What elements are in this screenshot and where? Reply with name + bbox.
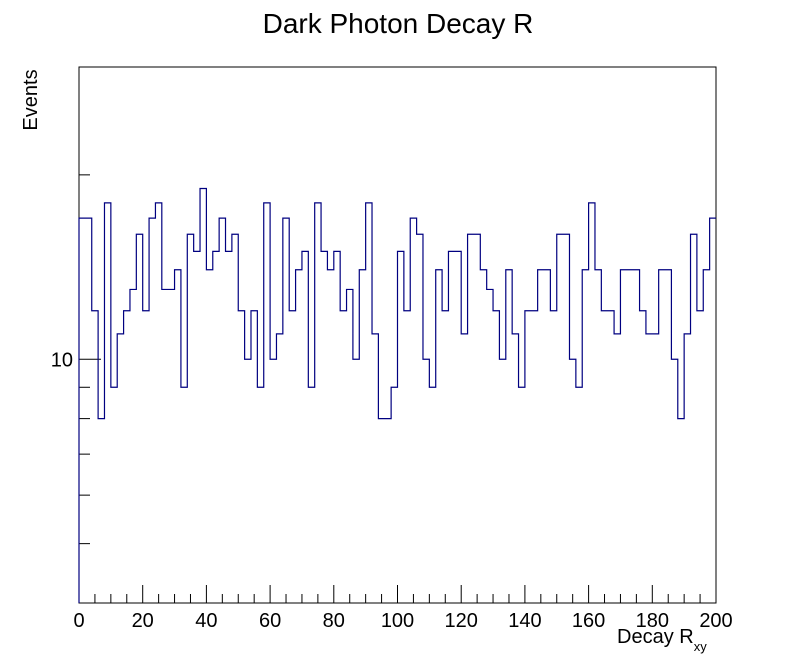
histogram-outline [78, 187, 716, 603]
x-axis-label-main: Decay R [617, 626, 694, 648]
x-tick-label: 0 [73, 610, 84, 632]
x-tick-label: 180 [636, 610, 669, 632]
x-axis-ticks [78, 585, 717, 603]
x-tick-label: 40 [195, 610, 217, 632]
x-tick-label: 20 [132, 610, 154, 632]
y-axis-ticks [79, 66, 101, 604]
x-axis-label: Decay Rxy [617, 626, 707, 654]
x-tick-label: 140 [508, 610, 541, 632]
x-tick-label: 120 [445, 610, 478, 632]
y-tick-label: 10 [51, 349, 73, 371]
chart-title: Dark Photon Decay R [263, 8, 534, 39]
x-tick-label: 160 [572, 610, 605, 632]
x-axis-label-subscript: xy [694, 639, 708, 654]
x-tick-label: 80 [323, 610, 345, 632]
x-tick-label: 200 [699, 610, 732, 632]
x-axis-tick-labels: 0 20 40 60 80 100 120 140 160 180 200 [73, 610, 732, 632]
y-axis-label: Events [20, 69, 42, 130]
y-axis-tick-labels: 10 [51, 349, 73, 371]
x-tick-label: 60 [259, 610, 281, 632]
x-tick-label: 100 [381, 610, 414, 632]
